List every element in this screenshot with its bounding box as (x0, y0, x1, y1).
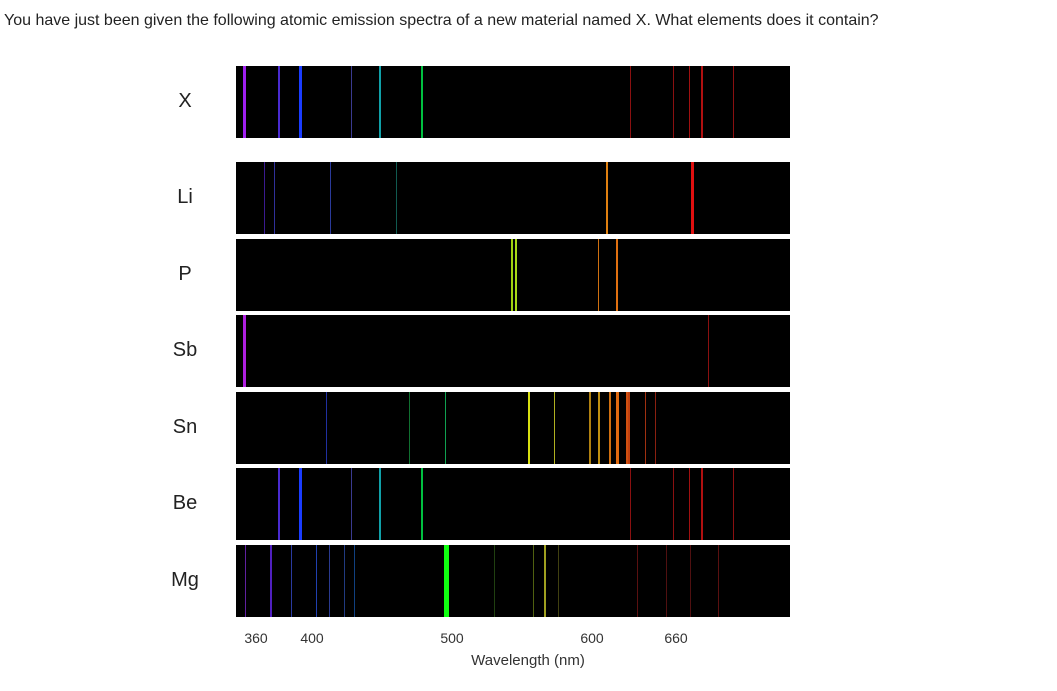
spectrum-strip-be (236, 468, 790, 540)
axis-title: Wavelength (nm) (471, 652, 585, 669)
emission-line (344, 545, 346, 617)
emission-line (655, 392, 656, 464)
emission-line (443, 545, 449, 617)
emission-line (316, 545, 318, 617)
tick-label: 360 (244, 630, 268, 646)
emission-line (691, 162, 695, 234)
emission-line (278, 66, 281, 138)
emission-line (244, 545, 246, 617)
emission-line (558, 545, 560, 617)
emission-line (330, 162, 332, 234)
emission-line (606, 162, 608, 234)
spectrum-label-x: X (178, 90, 192, 112)
spectrum-strip-sn (236, 392, 790, 464)
emission-line (408, 392, 410, 464)
emission-line (379, 468, 382, 540)
spectrum-label-sn: Sn (172, 416, 198, 438)
emission-line (645, 392, 647, 464)
emission-line (328, 545, 330, 617)
spectrum-strip-sb (236, 315, 790, 387)
emission-line (494, 545, 495, 617)
emission-line (291, 545, 292, 617)
emission-line (597, 392, 600, 464)
tick-label: 600 (580, 630, 604, 646)
emission-line (351, 468, 353, 540)
emission-line (533, 545, 535, 617)
emission-line (718, 545, 719, 617)
emission-line (733, 468, 735, 540)
spectrum-label-sb: Sb (172, 339, 198, 361)
emission-line (608, 392, 611, 464)
emission-line (515, 239, 517, 311)
emission-line (421, 66, 424, 138)
emission-line (445, 392, 446, 464)
emission-line (243, 66, 247, 138)
emission-line (554, 392, 556, 464)
emission-line (688, 66, 690, 138)
emission-line (589, 392, 592, 464)
emission-line (396, 162, 397, 234)
emission-line (270, 545, 272, 617)
tick-label: 660 (664, 630, 688, 646)
emission-line (615, 239, 618, 311)
emission-line (673, 468, 675, 540)
emission-line (666, 545, 668, 617)
emission-line (527, 392, 530, 464)
emission-line (299, 468, 303, 540)
emission-line (326, 392, 327, 464)
emission-line (597, 239, 599, 311)
spectrum-label-mg: Mg (171, 569, 199, 591)
emission-line (636, 545, 638, 617)
emission-line (733, 66, 735, 138)
emission-line (688, 468, 690, 540)
spectrum-label-p: P (178, 263, 192, 285)
tick-label: 500 (440, 630, 464, 646)
tick-label: 400 (300, 630, 324, 646)
emission-line (628, 392, 631, 464)
emission-line (629, 468, 631, 540)
emission-line (629, 66, 631, 138)
emission-line (243, 315, 247, 387)
emission-line (278, 468, 281, 540)
emission-line (615, 392, 619, 464)
emission-line (351, 66, 353, 138)
emission-line (274, 162, 276, 234)
spectrum-strip-p (236, 239, 790, 311)
emission-line (421, 468, 424, 540)
emission-line (625, 392, 628, 464)
emission-line (544, 545, 547, 617)
spectrum-strip-li (236, 162, 790, 234)
emission-line (264, 162, 266, 234)
spectrum-label-be: Be (172, 492, 198, 514)
emission-line (701, 468, 704, 540)
emission-line (379, 66, 382, 138)
emission-line (673, 66, 675, 138)
spectrum-label-li: Li (177, 186, 193, 208)
emission-line (690, 545, 691, 617)
emission-line (708, 315, 710, 387)
emission-line (701, 66, 704, 138)
emission-line (510, 239, 513, 311)
emission-line (354, 545, 355, 617)
emission-line (299, 66, 303, 138)
spectrum-strip-x (236, 66, 790, 138)
question-text: You have just been given the following a… (4, 12, 879, 29)
spectrum-strip-mg (236, 545, 790, 617)
